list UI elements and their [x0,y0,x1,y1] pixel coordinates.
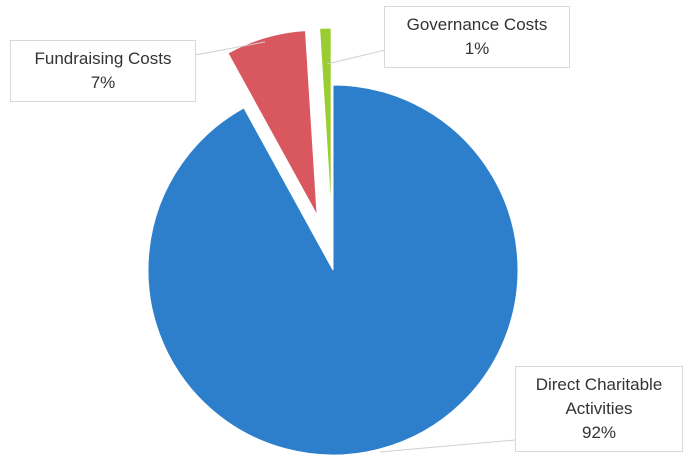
leader-line [379,439,516,453]
category-label: Direct Charitable Activities [535,375,663,418]
leader-lines [194,41,516,453]
pie-slice [147,84,519,456]
value-label: 1% [464,39,490,58]
slice-label: Governance Costs 1% [384,6,570,68]
slice-label: Fundraising Costs 7% [10,40,196,102]
category-label: Fundraising Costs [34,49,172,68]
pie-slice [227,30,318,216]
category-label: Governance Costs [406,15,548,34]
pie-slice [319,27,332,214]
value-label: 7% [90,73,116,92]
value-label: 92% [581,423,617,442]
slice-label: Direct Charitable Activities 92% [515,366,683,452]
leader-line [194,41,266,56]
leader-line [326,49,386,65]
